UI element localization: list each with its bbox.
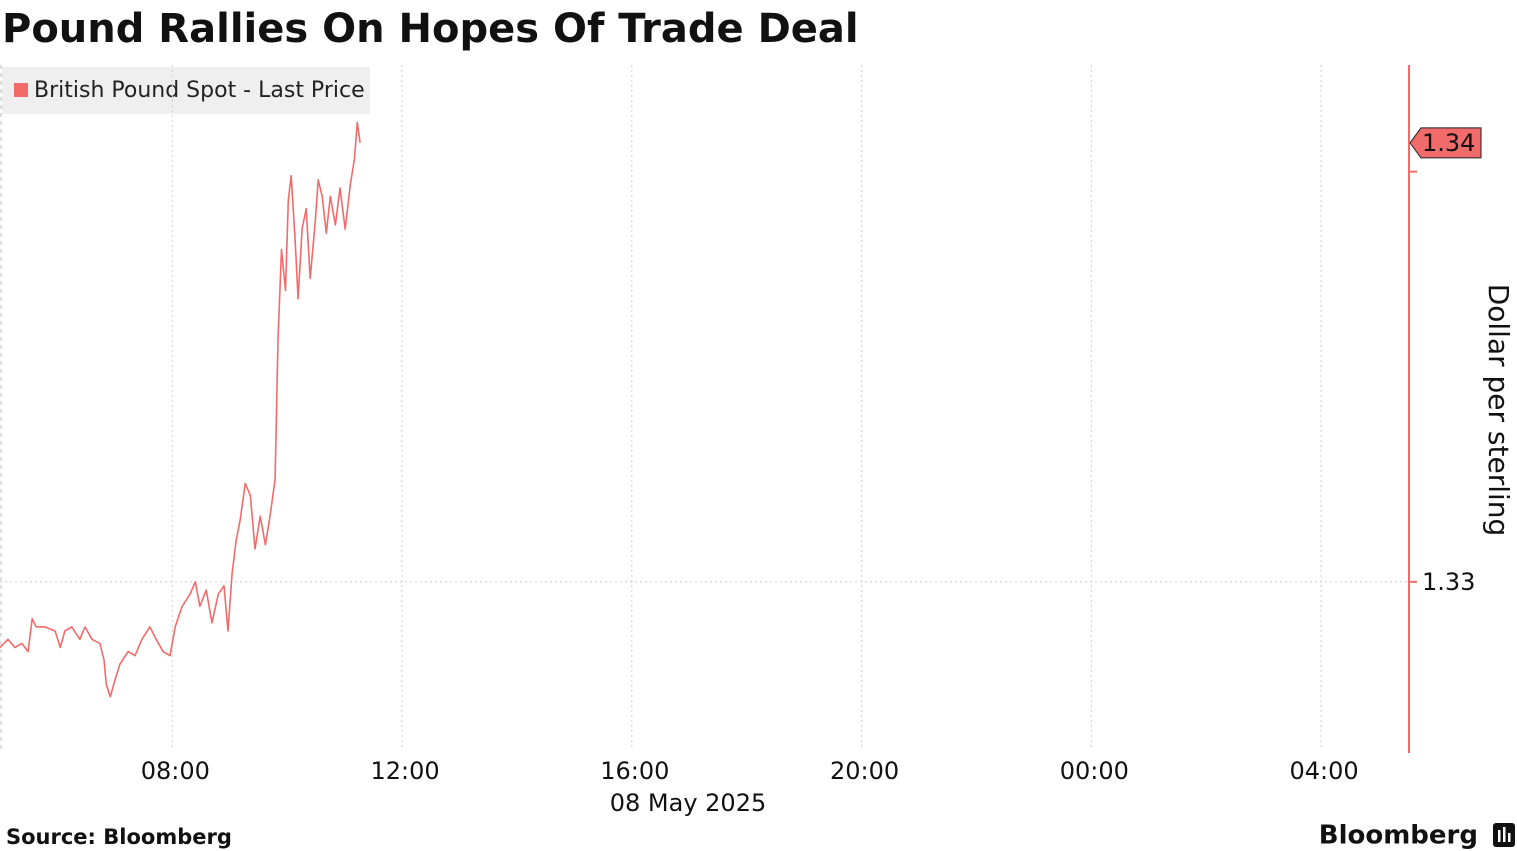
chart-title: Pound Rallies On Hopes Of Trade Deal xyxy=(2,6,859,52)
brand: Bloomberg xyxy=(1319,821,1478,851)
x-tick-label: 04:00 xyxy=(1290,757,1359,785)
x-tick-label: 16:00 xyxy=(600,757,669,785)
source: Source: Bloomberg xyxy=(6,825,232,849)
last-price-label: 1.34 xyxy=(1422,129,1475,157)
y-tick-label: 1.33 xyxy=(1422,568,1475,596)
x-tick-label: 08:00 xyxy=(141,757,210,785)
brand-icon xyxy=(1493,823,1515,847)
x-axis-label: 08 May 2025 xyxy=(610,789,767,817)
legend-label: British Pound Spot - Last Price xyxy=(34,78,365,103)
x-tick-label: 12:00 xyxy=(370,757,439,785)
last-price-badge xyxy=(1409,127,1482,159)
price-line xyxy=(0,121,361,698)
x-tick-label: 20:00 xyxy=(830,757,899,785)
legend-swatch xyxy=(14,83,28,97)
y-axis-label: Dollar per sterling xyxy=(1482,284,1515,537)
legend-box xyxy=(2,67,370,114)
x-tick-label: 00:00 xyxy=(1060,757,1129,785)
